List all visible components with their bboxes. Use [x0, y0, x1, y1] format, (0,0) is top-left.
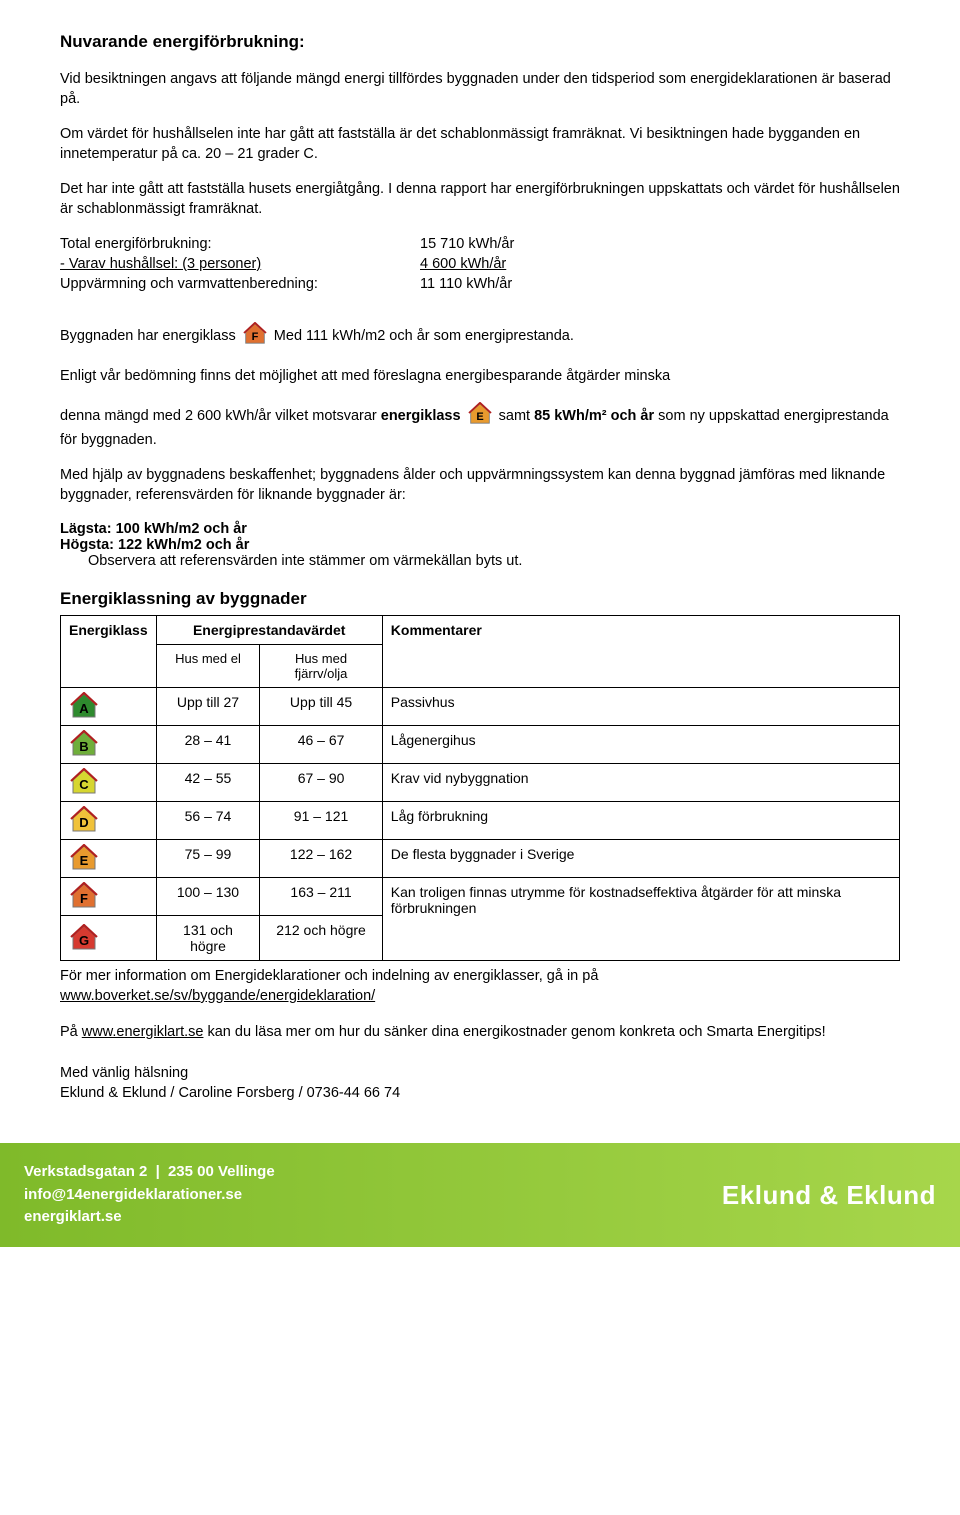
reduction-mid: samt — [499, 408, 534, 424]
cell-el: 28 – 41 — [156, 726, 260, 764]
energiklart-pre: På — [60, 1024, 82, 1040]
energy-class-line: Byggnaden har energiklass F Med 111 kWh/… — [60, 322, 900, 351]
cell-fjarr: 212 och högre — [260, 916, 382, 961]
footer-address-1: Verkstadsgatan 2 — [24, 1163, 147, 1180]
svg-text:F: F — [80, 891, 88, 906]
energy-badge-B-icon: B — [61, 726, 157, 764]
ref-highest: Högsta: 122 kWh/m2 och år — [60, 537, 900, 553]
cell-comment: Krav vid nybyggnation — [382, 764, 899, 802]
footer-address-2: 235 00 Vellinge — [168, 1163, 275, 1180]
more-info: För mer information om Energideklaration… — [60, 967, 900, 1006]
cell-fjarr: 67 – 90 — [260, 764, 382, 802]
stat-heating-value: 11 110 kWh/år — [420, 275, 512, 295]
table-title: Energiklassning av byggnader — [60, 589, 900, 609]
energy-class-table: Energiklass Energiprestandavärdet Kommen… — [60, 615, 900, 961]
reduction-bold-energiklass: energiklass — [381, 408, 465, 424]
signoff: Med vänlig hälsning Eklund & Eklund / Ca… — [60, 1064, 900, 1103]
svg-text:A: A — [79, 701, 89, 716]
cell-el: 75 – 99 — [156, 840, 260, 878]
cell-fjarr: 122 – 162 — [260, 840, 382, 878]
stat-total-value: 15 710 kWh/år — [420, 235, 514, 255]
energy-badge-F-icon: F — [242, 322, 268, 351]
signoff-contact: Eklund & Eklund / Caroline Forsberg / 07… — [60, 1085, 400, 1101]
cell-comment: Låg förbrukning — [382, 802, 899, 840]
footer-site: energiklart.se — [24, 1206, 275, 1229]
energiklart-link[interactable]: www.energiklart.se — [82, 1024, 204, 1040]
cell-comment: Kan troligen finnas utrymme för kostnads… — [382, 878, 899, 961]
svg-text:E: E — [80, 853, 89, 868]
cell-el: 100 – 130 — [156, 878, 260, 916]
svg-text:D: D — [79, 815, 88, 830]
stat-household-value: 4 600 kWh/år — [420, 255, 506, 275]
energiklart-para: På www.energiklart.se kan du läsa mer om… — [60, 1023, 900, 1043]
ref-note: Observera att referensvärden inte stämme… — [60, 553, 900, 569]
table-row: F100 – 130163 – 211Kan troligen finnas u… — [61, 878, 900, 916]
footer-contact: Verkstadsgatan 2 | 235 00 Vellinge info@… — [24, 1161, 275, 1229]
svg-text:E: E — [476, 411, 483, 423]
intro-para-3: Det har inte gått att fastställa husets … — [60, 180, 900, 219]
ref-lowest: Lägsta: 100 kWh/m2 och år — [60, 521, 900, 537]
stat-heating: Uppvärmning och varmvattenberedning: 11 … — [60, 275, 900, 295]
th-energiklass: Energiklass — [61, 616, 157, 688]
footer-email: info@14energideklarationer.se — [24, 1184, 275, 1207]
cell-el: 131 och högre — [156, 916, 260, 961]
cell-fjarr: 163 – 211 — [260, 878, 382, 916]
footer-brand: Eklund & Eklund — [722, 1180, 936, 1211]
energy-badge-D-icon: D — [61, 802, 157, 840]
page-title: Nuvarande energiförbrukning: — [60, 32, 900, 52]
comparison-para: Med hjälp av byggnadens beskaffenhet; by… — [60, 466, 900, 505]
signoff-greeting: Med vänlig hälsning — [60, 1065, 188, 1081]
table-row: B 28 – 4146 – 67Lågenergihus — [61, 726, 900, 764]
energy-class-line-post: Med 111 kWh/m2 och år som energiprestand… — [274, 328, 574, 344]
footer-sep-icon: | — [152, 1163, 164, 1180]
cell-el: Upp till 27 — [156, 688, 260, 726]
footer: Verkstadsgatan 2 | 235 00 Vellinge info@… — [0, 1143, 960, 1247]
table-row: E 75 – 99122 – 162De flesta byggnader i S… — [61, 840, 900, 878]
cell-comment: De flesta byggnader i Sverige — [382, 840, 899, 878]
energy-badge-G-icon: G — [61, 916, 157, 961]
energiklart-post: kan du läsa mer om hur du sänker dina en… — [203, 1024, 825, 1040]
energy-badge-A-icon: A — [61, 688, 157, 726]
table-row: A Upp till 27Upp till 45Passivhus — [61, 688, 900, 726]
intro-para-1: Vid besiktningen angavs att följande män… — [60, 70, 900, 109]
boverket-link[interactable]: www.boverket.se/sv/byggande/energideklar… — [60, 988, 375, 1004]
cell-fjarr: 46 – 67 — [260, 726, 382, 764]
th-el: Hus med el — [156, 645, 260, 688]
reduction-intro: Enligt vår bedömning finns det möjlighet… — [60, 367, 900, 387]
energy-badge-E-icon: E — [61, 840, 157, 878]
svg-text:C: C — [79, 777, 89, 792]
reduction-detail: denna mängd med 2 600 kWh/år vilket mots… — [60, 402, 900, 450]
table-row: D 56 – 7491 – 121Låg förbrukning — [61, 802, 900, 840]
more-info-pre: För mer information om Energideklaration… — [60, 968, 598, 984]
energy-class-line-pre: Byggnaden har energiklass — [60, 328, 236, 344]
reduction-pre: denna mängd med 2 600 kWh/år vilket mots… — [60, 408, 381, 424]
cell-el: 42 – 55 — [156, 764, 260, 802]
th-kommentar: Kommentarer — [382, 616, 899, 688]
energy-badge-F-icon: F — [61, 878, 157, 916]
cell-fjarr: 91 – 121 — [260, 802, 382, 840]
cell-comment: Passivhus — [382, 688, 899, 726]
intro-para-2: Om värdet för hushållselen inte har gått… — [60, 125, 900, 164]
cell-comment: Lågenergihus — [382, 726, 899, 764]
th-prestanda: Energiprestandavärdet — [156, 616, 382, 645]
stat-household-label: - Varav hushållsel: (3 personer) — [60, 255, 420, 275]
energy-badge-C-icon: C — [61, 764, 157, 802]
stat-total-label: Total energiförbrukning: — [60, 235, 420, 255]
cell-fjarr: Upp till 45 — [260, 688, 382, 726]
reduction-bold-value: 85 kWh/m² och år — [534, 408, 654, 424]
svg-text:F: F — [251, 331, 258, 343]
th-fjarr: Hus med fjärrv/olja — [260, 645, 382, 688]
svg-text:G: G — [79, 933, 89, 948]
stat-total: Total energiförbrukning: 15 710 kWh/år — [60, 235, 900, 255]
cell-el: 56 – 74 — [156, 802, 260, 840]
energy-badge-E-icon: E — [467, 402, 493, 431]
table-row: C 42 – 5567 – 90Krav vid nybyggnation — [61, 764, 900, 802]
svg-text:B: B — [79, 739, 88, 754]
stat-household: - Varav hushållsel: (3 personer) 4 600 k… — [60, 255, 900, 275]
stat-heating-label: Uppvärmning och varmvattenberedning: — [60, 275, 420, 295]
